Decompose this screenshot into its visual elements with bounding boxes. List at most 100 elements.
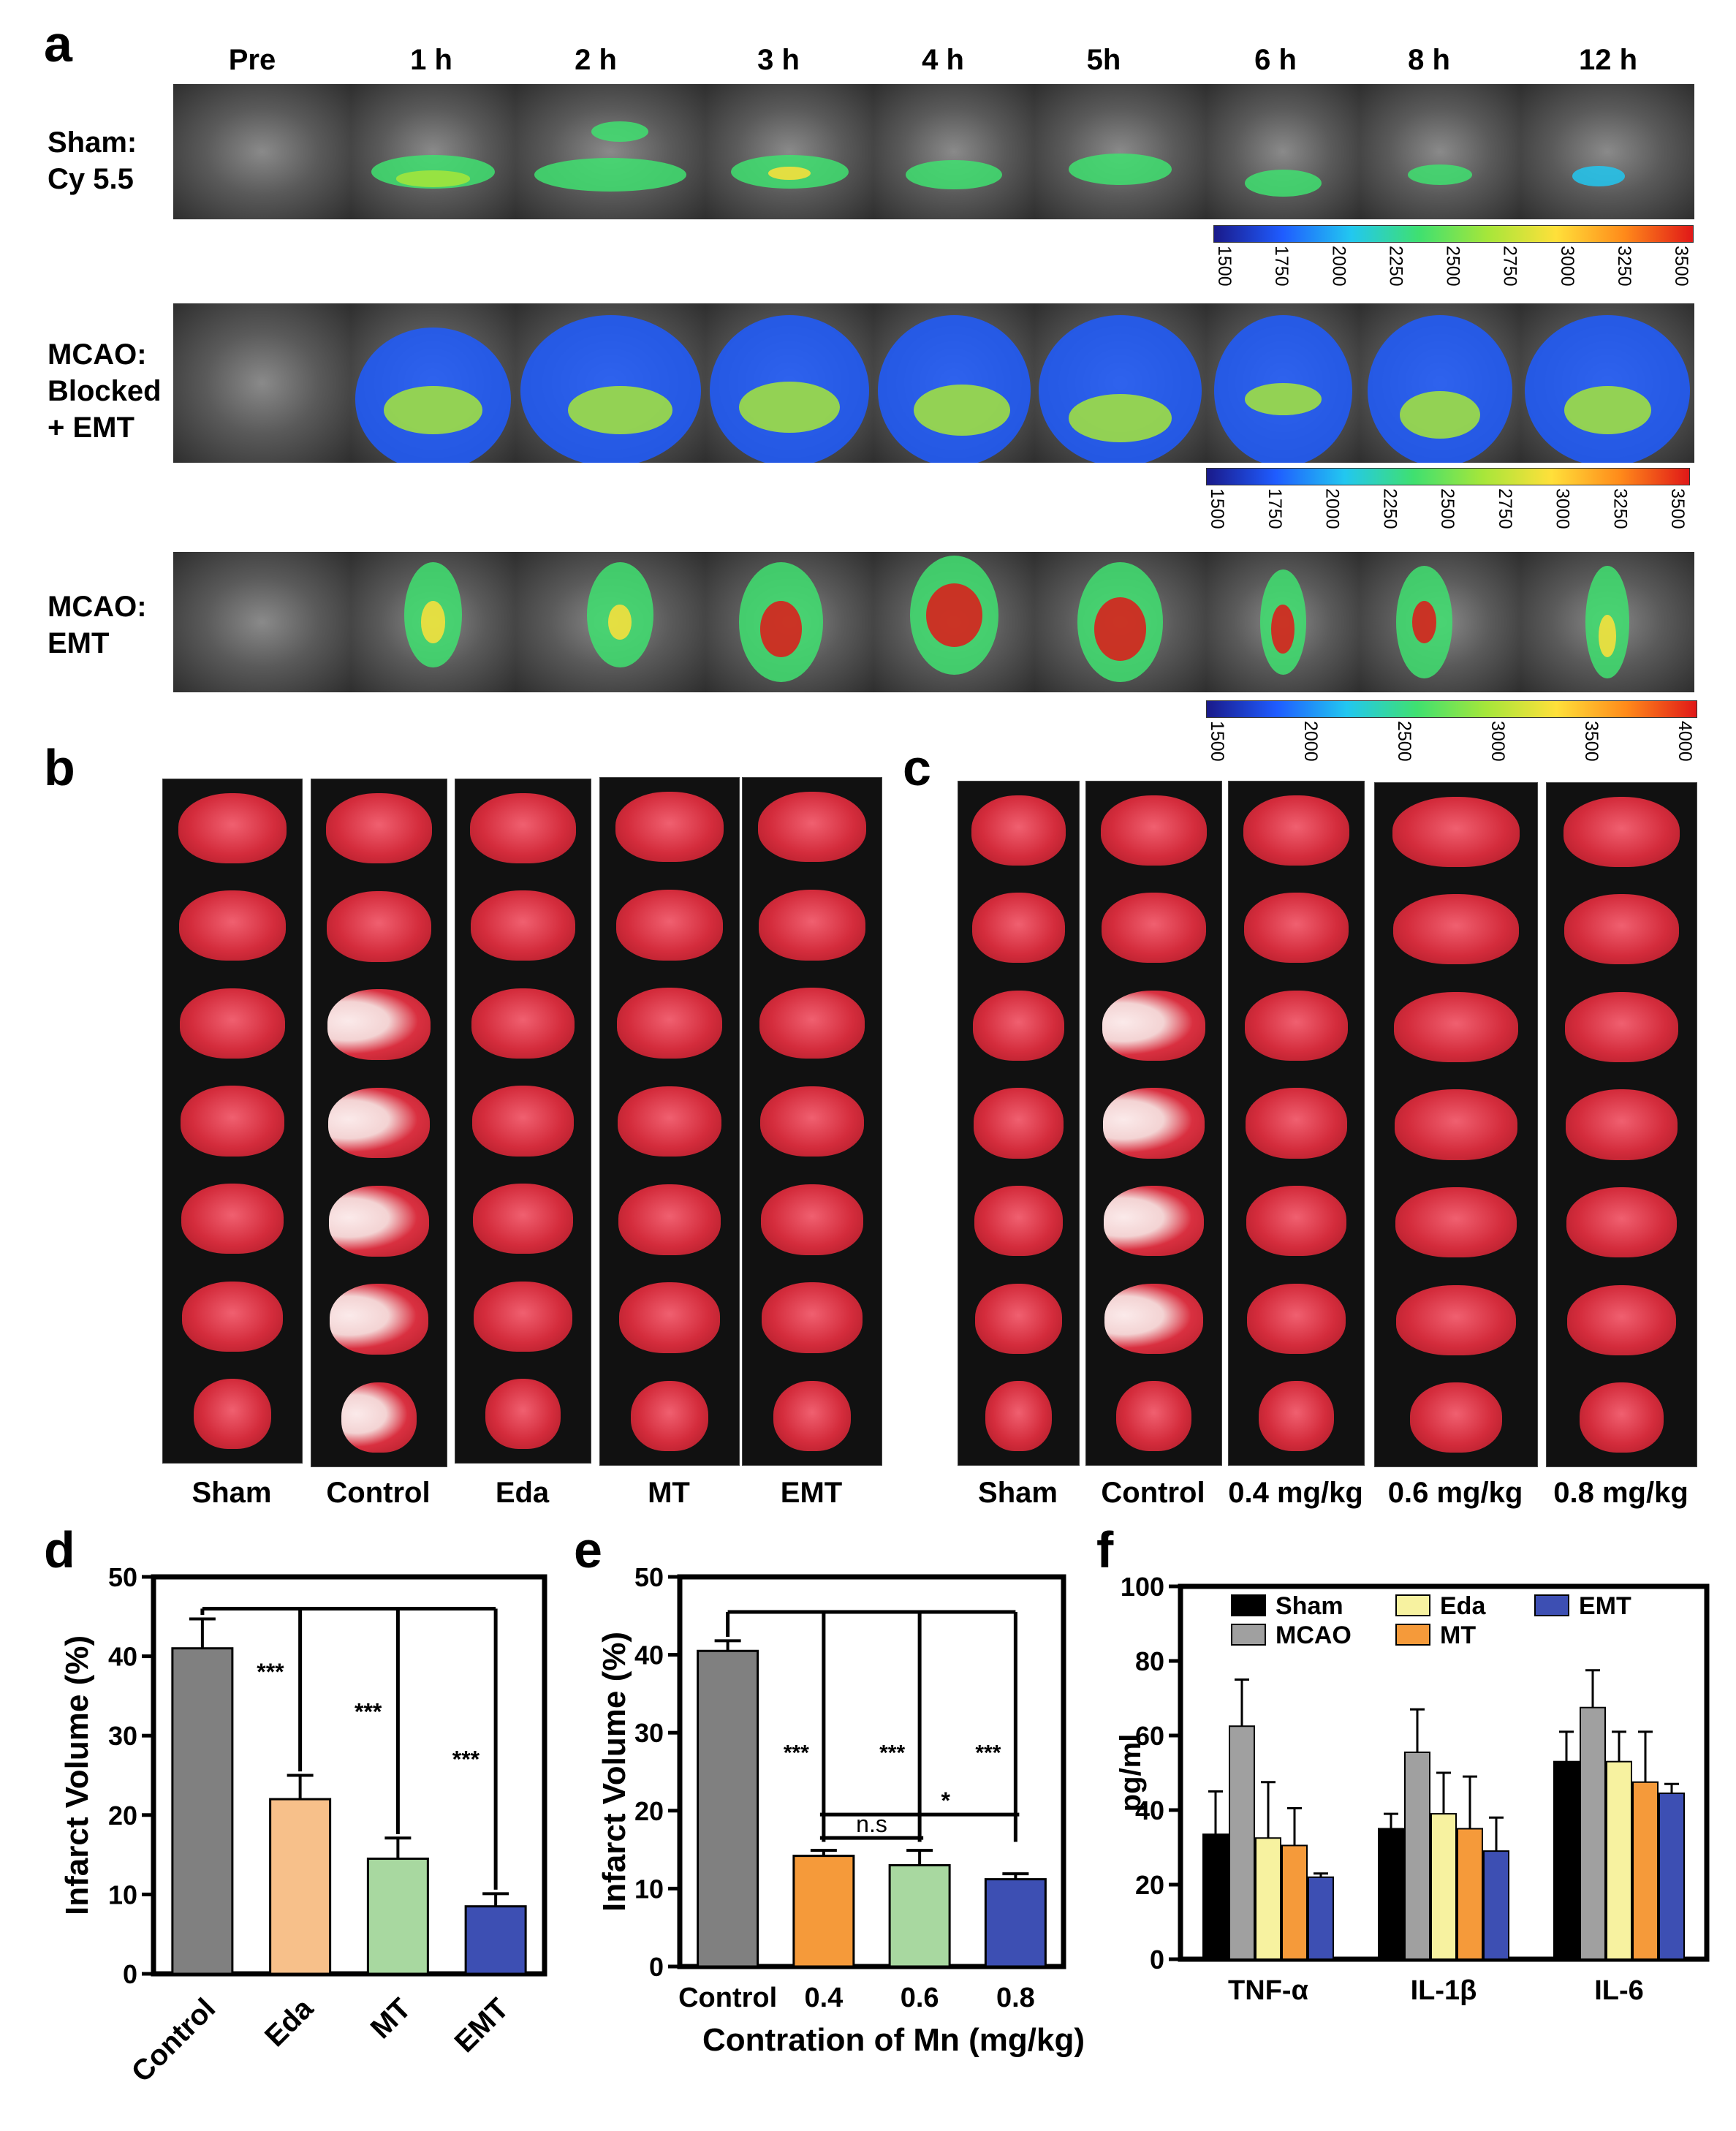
ttc-brain-slice-column	[958, 781, 1080, 1466]
brain-slice	[773, 1380, 851, 1452]
x-tick-label: Control	[126, 1992, 222, 2089]
brain-slice	[1244, 893, 1349, 964]
fluorescence-image	[705, 303, 874, 463]
brain-slice	[341, 1382, 417, 1453]
brain-slice	[181, 1183, 284, 1254]
bar	[697, 1649, 759, 1968]
brain-slice	[1566, 1186, 1678, 1258]
bar	[269, 1798, 332, 1975]
fluorescence-image	[1360, 84, 1521, 219]
group-label: 0.8 mg/kg	[1553, 1477, 1688, 1509]
significance-label: ***	[452, 1746, 480, 1773]
imaging-row-label: MCAO: EMT	[48, 588, 172, 662]
brain-slice	[1563, 894, 1680, 965]
x-axis-title: Contration of Mn (mg/kg)	[702, 2022, 1085, 2058]
colorbar-tick-label: 2250	[1379, 488, 1400, 529]
fluorescence-image	[873, 303, 1035, 463]
colorbar-tick-label: 3000	[1487, 721, 1508, 762]
fluorescence-image	[1034, 84, 1207, 219]
x-tick-label: TNF-α	[1228, 1975, 1308, 2006]
fluorescence-signal	[1599, 615, 1616, 657]
significance-label: ***	[355, 1698, 382, 1725]
timepoint-label: 5h	[1086, 44, 1121, 76]
x-tick-label: IL-1β	[1411, 1975, 1477, 2006]
panel-f-label: f	[1096, 1521, 1114, 1578]
colorbar-tick-label: 2500	[1437, 488, 1458, 529]
brain-slice	[473, 1183, 573, 1254]
fluorescence-image	[1034, 552, 1207, 692]
group-label: MT	[648, 1477, 690, 1509]
brain-slice	[1579, 1382, 1664, 1453]
colorbar-ticks: 1500 2000 2500 3000 3500 4000	[1206, 721, 1696, 776]
colorbar-tick-label: 2000	[1328, 246, 1349, 287]
brain-slice	[1104, 1283, 1203, 1354]
x-tick-label: Eda	[259, 1992, 320, 2054]
brain-slice	[1410, 1382, 1502, 1453]
brain-slice	[615, 890, 724, 961]
brain-slice	[618, 1282, 721, 1353]
y-tick-label: 0	[1150, 1945, 1164, 1975]
brain-slice	[1101, 795, 1207, 866]
brain-slice	[1103, 1088, 1205, 1159]
x-tick-label: IL-6	[1594, 1975, 1644, 2006]
plot-frame	[151, 1574, 547, 1977]
chart-d-infarct-volume: 0 10 20 30 40 50 Infarct Volume (%) Control Eda M…	[59, 1562, 547, 2089]
ttc-brain-slice-column	[311, 779, 447, 1467]
timepoint-label: 12 h	[1578, 44, 1638, 76]
y-tick-label: 40	[108, 1642, 137, 1672]
timepoint-label: 3 h	[757, 44, 800, 76]
y-tick-label: 100	[1121, 1572, 1164, 1602]
panel-d-label: d	[44, 1521, 75, 1578]
bar	[1580, 1706, 1606, 1960]
x-tick-label: 0.4	[804, 1983, 843, 2013]
colorbar-tick-label: 1750	[1264, 488, 1285, 529]
fluorescence-image	[1520, 84, 1694, 219]
brain-slice	[1396, 1284, 1516, 1355]
bar	[1632, 1781, 1659, 1960]
legend-swatch	[1231, 1594, 1266, 1616]
fluorescence-image	[873, 84, 1035, 219]
bar	[1430, 1813, 1457, 1960]
y-axis-title: Infarct Volume (%)	[59, 1635, 95, 1915]
colorbar-tick-label: 2750	[1499, 246, 1520, 287]
fluorescence-signal	[1244, 169, 1322, 197]
bar	[1255, 1837, 1281, 1960]
panel-e-label: e	[574, 1521, 602, 1578]
bar	[464, 1905, 527, 1975]
y-tick-label: 10	[634, 1874, 664, 1904]
plot-frame	[677, 1574, 1066, 1969]
y-tick-label: 40	[1135, 1795, 1164, 1825]
colorbar-tick-label: 4000	[1675, 721, 1695, 762]
colorbar-tick-label: 2000	[1300, 721, 1321, 762]
bar	[1659, 1793, 1685, 1960]
timepoint-label: 4 h	[922, 44, 964, 76]
brain-slice	[974, 1088, 1064, 1159]
bar	[1553, 1760, 1580, 1960]
fluorescence-image	[173, 303, 352, 463]
fluorescence-signal	[1069, 394, 1172, 442]
panel-b-label: b	[44, 739, 75, 796]
brain-slice	[179, 988, 286, 1059]
brain-slice	[1245, 990, 1348, 1061]
brain-slice	[471, 988, 575, 1059]
brain-slice	[617, 1086, 722, 1157]
x-tick-label: MT	[365, 1992, 417, 2045]
fluorescence-image	[515, 552, 706, 692]
fluorescence-signal	[591, 121, 648, 142]
brain-slice	[474, 1281, 572, 1352]
fluorescence-image	[351, 552, 516, 692]
ttc-brain-slice-column	[1374, 782, 1538, 1467]
colorbar-tick-label: 3000	[1556, 246, 1577, 287]
y-tick-label: 50	[108, 1562, 137, 1592]
fluorescence-signal	[1244, 383, 1322, 415]
legend-swatch	[1395, 1594, 1430, 1616]
bar	[1308, 1876, 1334, 1960]
group-label: 0.6 mg/kg	[1387, 1477, 1523, 1509]
row-label-line: Sham:	[48, 126, 137, 159]
fluorescence-image	[173, 84, 352, 219]
ttc-brain-slice-column	[162, 779, 303, 1464]
brain-slice	[761, 1282, 863, 1353]
fluorescence-signal	[395, 170, 471, 187]
group-label: EMT	[780, 1477, 843, 1509]
